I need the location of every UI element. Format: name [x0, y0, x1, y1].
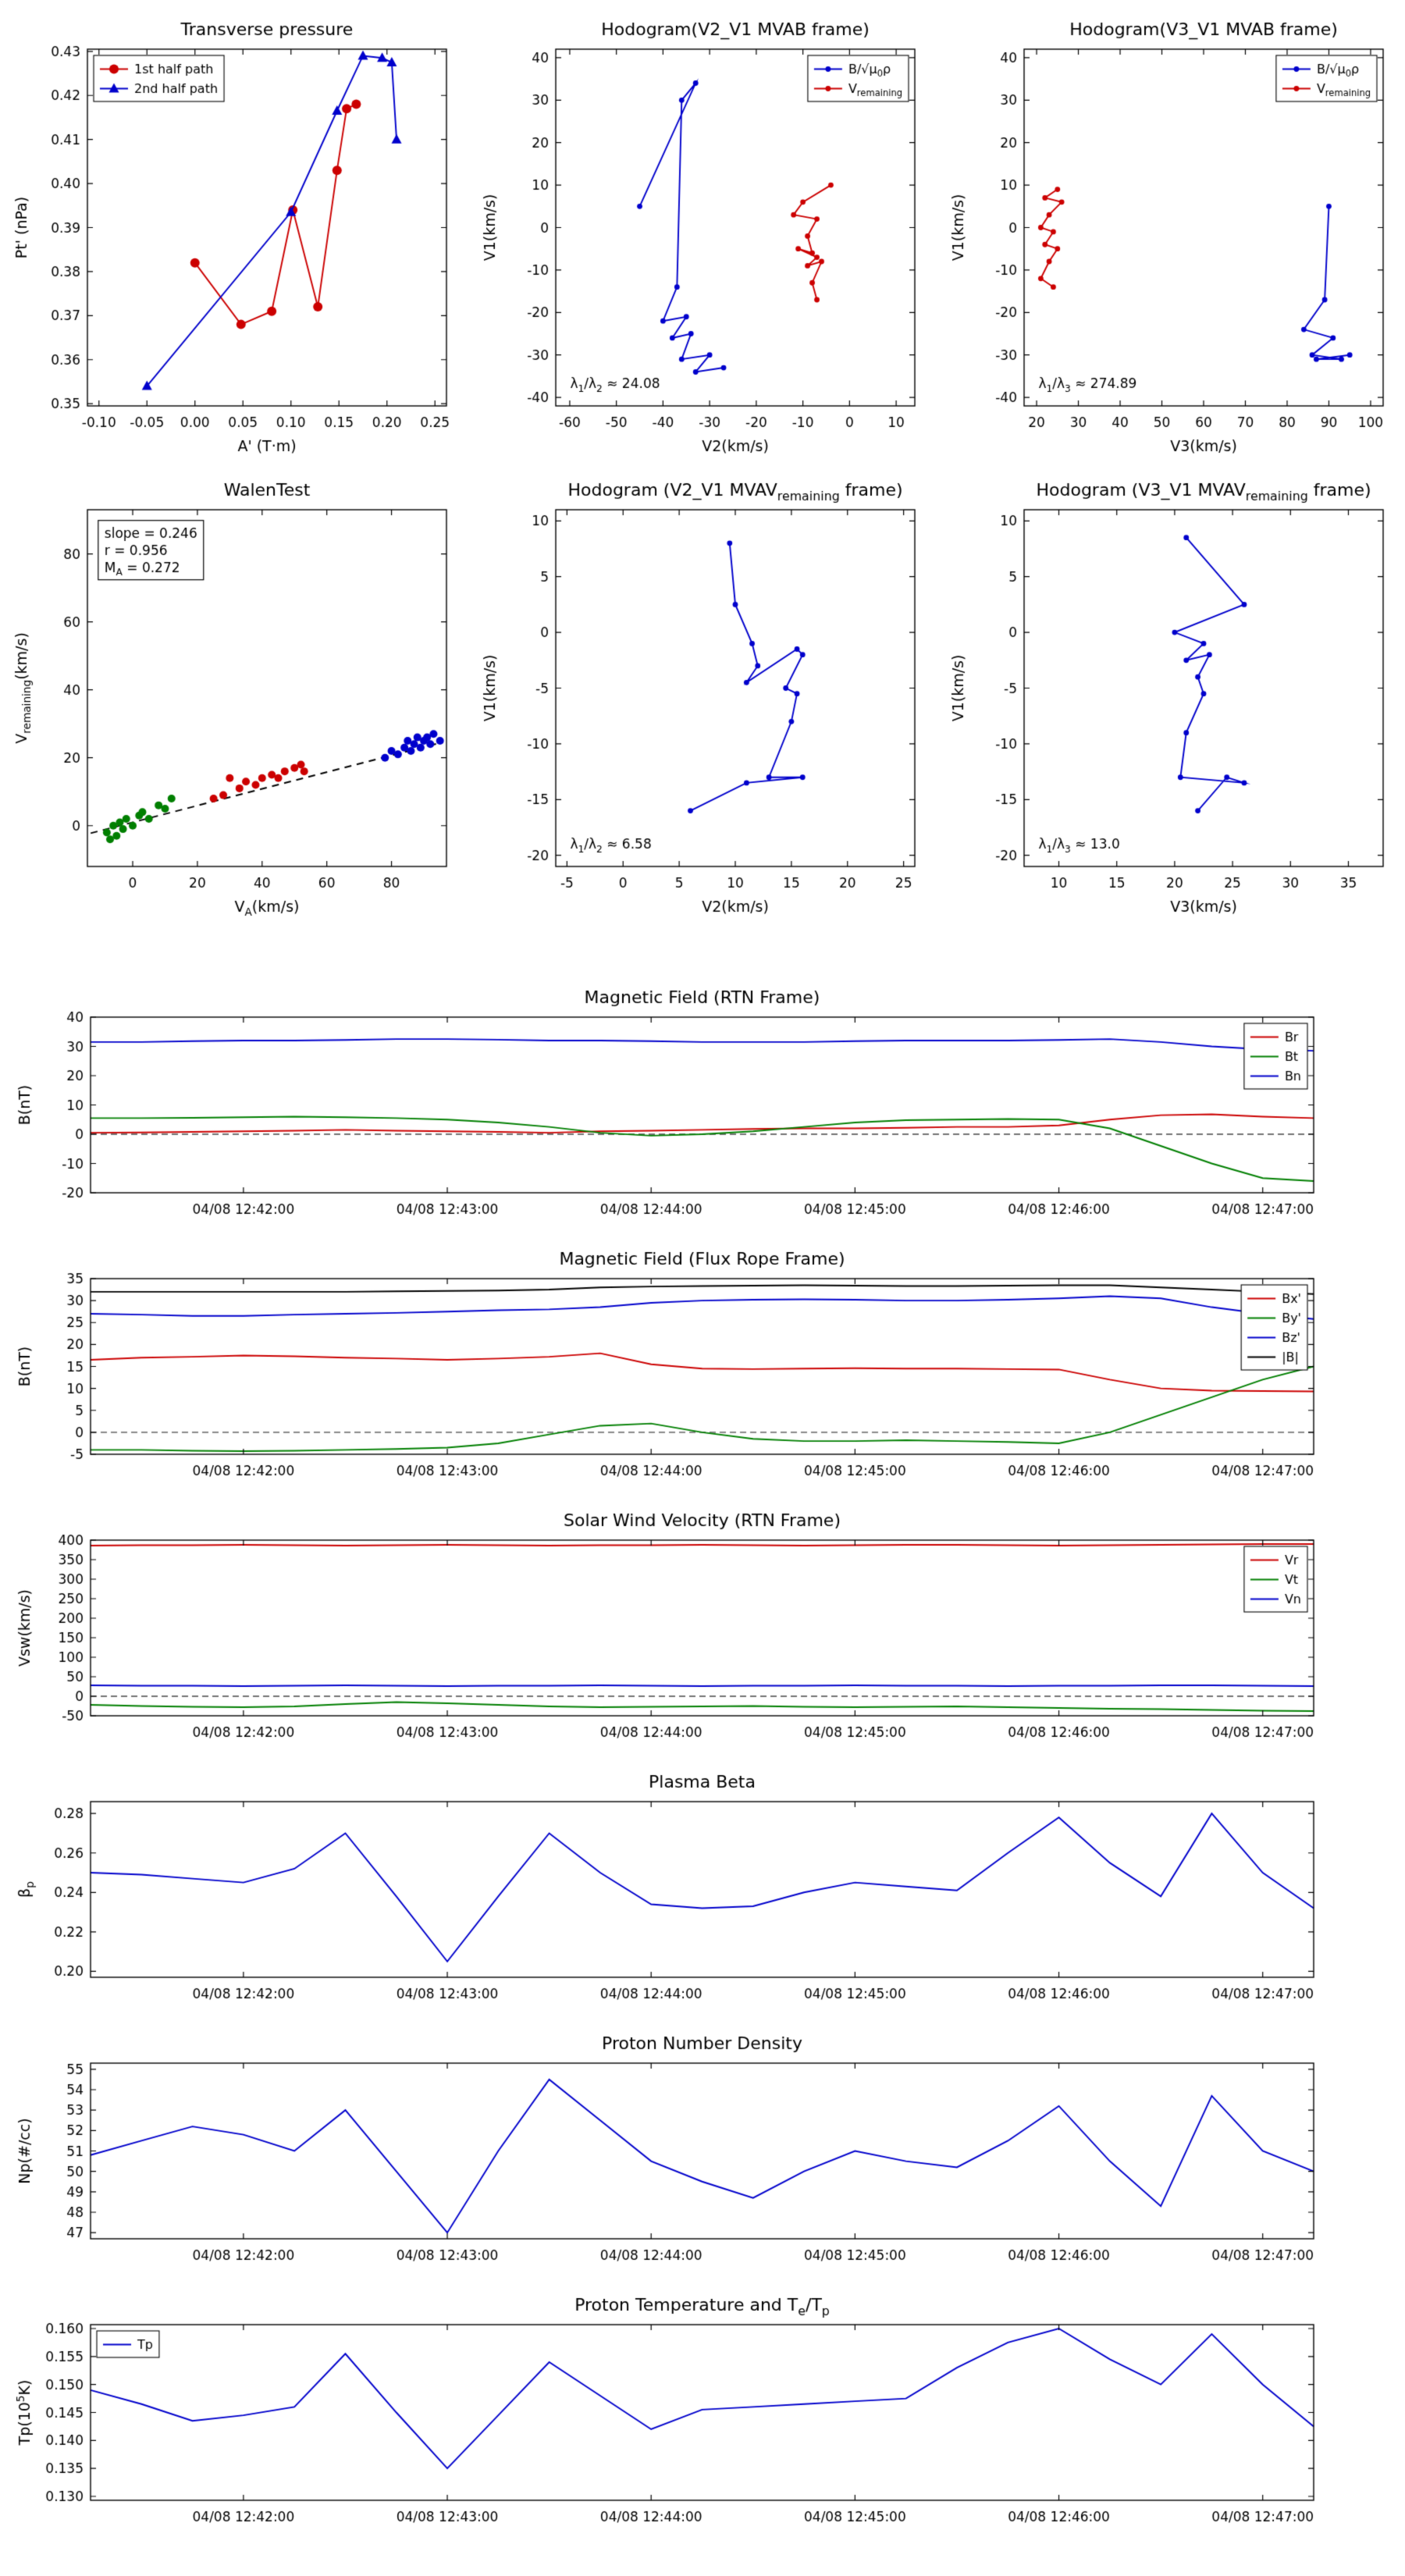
hodogram-v3v1-mvav-chart-canvas — [937, 472, 1405, 921]
hodogram-v3v1-mvab-chart-canvas — [937, 12, 1405, 461]
magnetic-field-flux-rope-chart-canvas — [0, 1241, 1405, 1503]
panel-hodogram-v2v1-mvav — [468, 472, 937, 921]
walen-test-chart-canvas — [0, 472, 468, 921]
panel-hodogram-v3v1-mvab — [937, 12, 1405, 461]
plasma-beta-chart-canvas — [0, 1764, 1405, 2026]
panel-proton-temperature — [0, 2287, 1405, 2549]
panel-hodogram-v2v1-mvab — [468, 12, 937, 461]
panel-plasma-beta — [0, 1764, 1405, 2026]
magnetic-field-rtn-chart-canvas — [0, 980, 1405, 1241]
panel-solar-wind-velocity — [0, 1503, 1405, 1764]
hodogram-v2v1-mvab-chart-canvas — [468, 12, 937, 461]
panel-walen-test — [0, 472, 468, 921]
solar-wind-velocity-chart-canvas — [0, 1503, 1405, 1764]
panel-magnetic-field-rtn — [0, 980, 1405, 1241]
panel-transverse-pressure — [0, 12, 468, 461]
panel-magnetic-field-flux-rope — [0, 1241, 1405, 1503]
panel-proton-number-density — [0, 2026, 1405, 2287]
proton-temperature-chart-canvas — [0, 2287, 1405, 2549]
panel-hodogram-v3v1-mvav — [937, 472, 1405, 921]
proton-number-density-chart-canvas — [0, 2026, 1405, 2287]
hodogram-v2v1-mvav-chart-canvas — [468, 472, 937, 921]
transverse-pressure-chart-canvas — [0, 12, 468, 461]
